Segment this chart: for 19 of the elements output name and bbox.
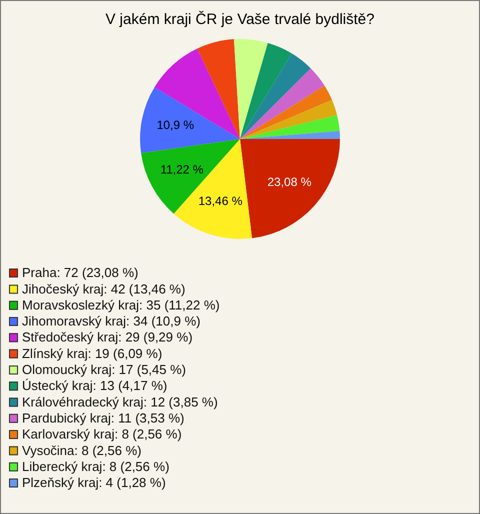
legend-label: Zlínský kraj: 19 (6,09 %) (22, 346, 162, 361)
legend-label: Karlovarský kraj: 8 (2,56 %) (22, 426, 182, 442)
legend-label: Olomoucký kraj: 17 (5,45 %) (22, 362, 186, 378)
legend-label: Středočeský kraj: 29 (9,29 %) (22, 330, 193, 345)
chart-title: V jakém kraji ČR je Vaše trvalé bydliště? (106, 10, 374, 28)
legend-label: Vysočina: 8 (2,56 %) (22, 442, 142, 458)
legend-label: Ústecký kraj: 13 (4,17 %) (22, 378, 168, 394)
legend-label: Moravskoslezký kraj: 35 (11,22 %) (22, 297, 220, 312)
legend-label: Pardubický kraj: 11 (3,53 %) (22, 410, 184, 426)
legend-label: Královéhradecký kraj: 12 (3,85 %) (22, 394, 218, 410)
data-label: 10,9 % (156, 118, 194, 132)
data-label: 11,22 % (160, 162, 204, 176)
data-label: 13,46 % (198, 194, 243, 208)
legend-label: Jihočeský kraj: 42 (13,46 %) (22, 281, 186, 296)
legend-label: Praha: 72 (23,08 %) (22, 265, 138, 280)
data-label: 23,08 % (267, 175, 312, 190)
legend-label: Liberecký kraj: 8 (2,56 %) (22, 458, 170, 474)
legend-label: Plzeňský kraj: 4 (1,28 %) (22, 475, 166, 490)
legend-label: Jihomoravský kraj: 34 (10,9 %) (22, 314, 200, 329)
